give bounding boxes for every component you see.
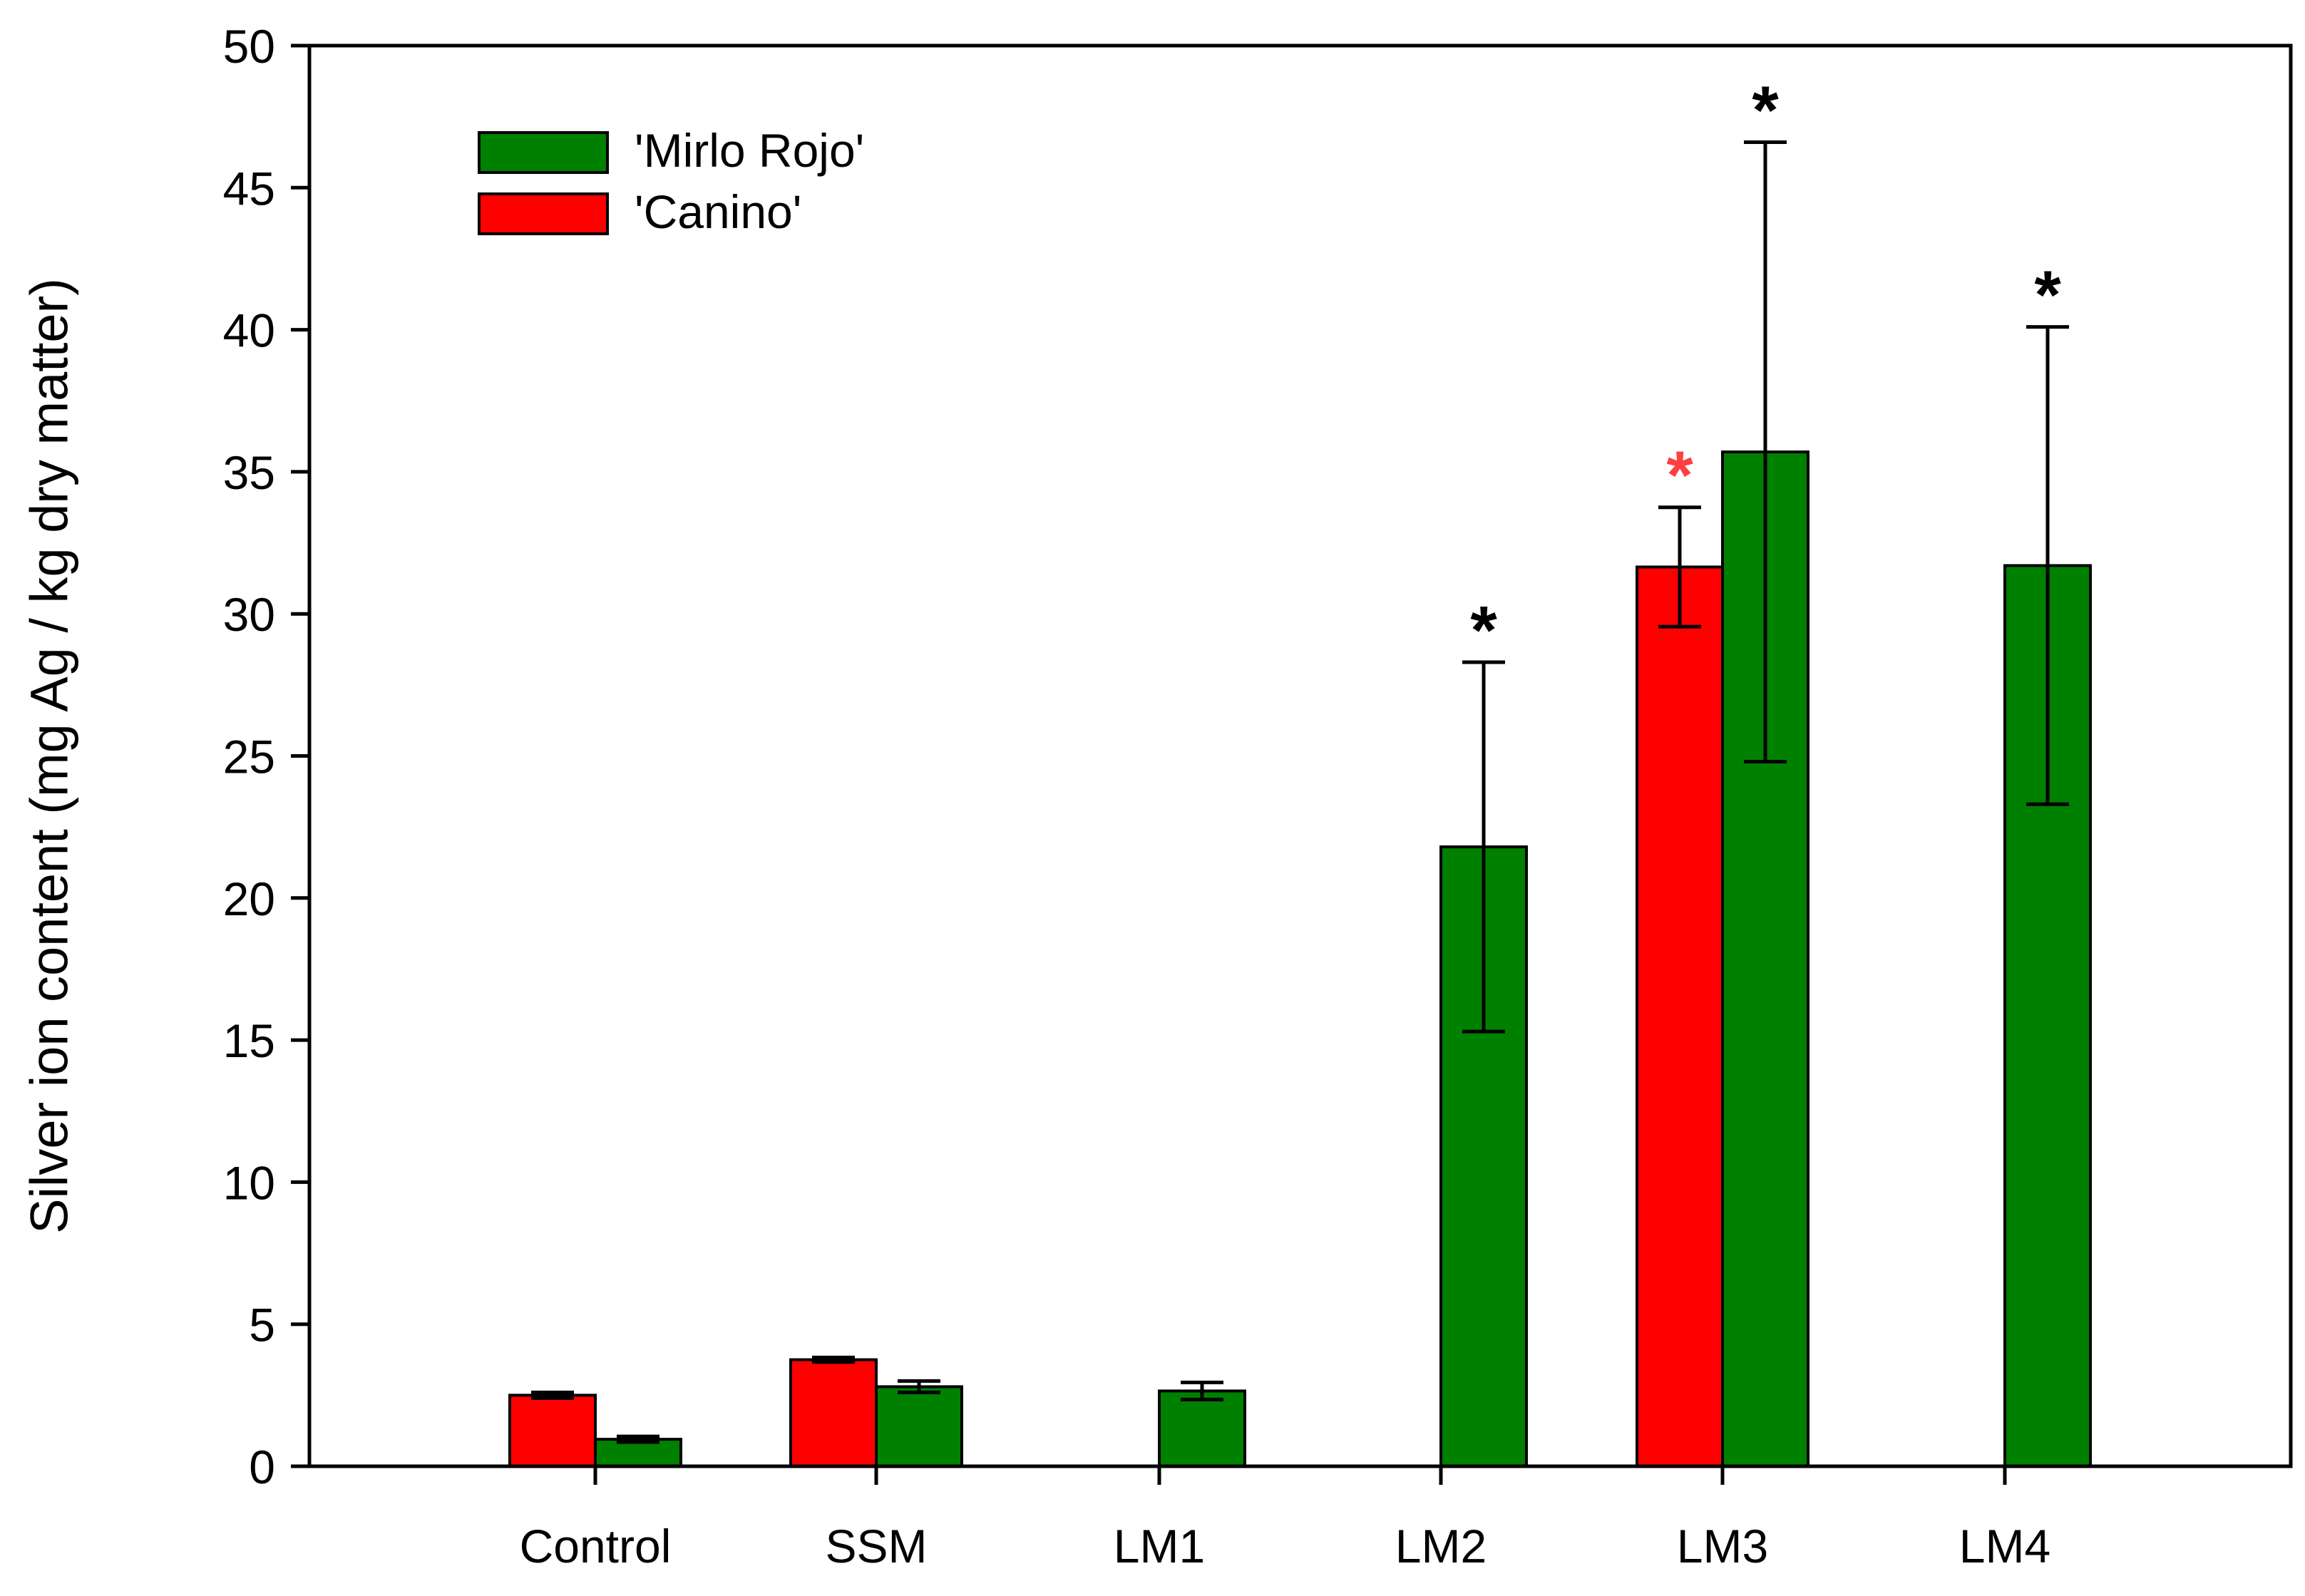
- error-bar-canino: [812, 1355, 855, 1364]
- y-tick-label: 15: [223, 1014, 275, 1067]
- bar-canino: [1636, 565, 1724, 1468]
- bar-canino: [508, 1394, 597, 1468]
- y-tick-label: 50: [223, 20, 275, 73]
- error-bar-canino: [1658, 505, 1701, 629]
- y-tick-label: 30: [223, 588, 275, 641]
- significance-marker-mirlo-rojo: *: [1752, 73, 1779, 149]
- y-tick-label: 5: [249, 1299, 275, 1352]
- legend-label: 'Canino': [635, 185, 801, 238]
- plot-area-frame: [307, 43, 2293, 1468]
- x-axis-labels: Control SSM LM1 LM2 LM3 LM4: [520, 1466, 2050, 1572]
- bar-mirlo-rojo: [1158, 1389, 1246, 1468]
- x-tick-label: LM1: [1114, 1520, 1205, 1572]
- y-tick-label: 45: [223, 162, 275, 215]
- x-tick-label: Control: [520, 1520, 672, 1572]
- legend-label: 'Mirlo Rojo': [635, 124, 864, 177]
- error-bars-layer: [531, 140, 2069, 1444]
- bars-layer: [508, 450, 2092, 1468]
- error-bar-mirlo-rojo: [1181, 1380, 1223, 1401]
- significance-marker-mirlo-rojo: *: [2034, 257, 2061, 334]
- error-bar-mirlo-rojo: [1462, 660, 1505, 1034]
- legend: 'Mirlo Rojo' 'Canino': [478, 124, 864, 238]
- error-bar-mirlo-rojo: [1744, 140, 1787, 763]
- x-tick-label: SSM: [825, 1520, 927, 1572]
- y-tick-label: 0: [249, 1441, 275, 1493]
- y-tick-label: 20: [223, 872, 275, 925]
- y-tick-label: 35: [223, 446, 275, 499]
- y-tick-label: 40: [223, 304, 275, 357]
- y-axis-title: Silver ion content (mg Ag / kg dry matte…: [20, 278, 79, 1234]
- error-bar-mirlo-rojo: [617, 1434, 659, 1444]
- x-tick-label: LM2: [1395, 1520, 1487, 1572]
- x-tick-label: LM3: [1677, 1520, 1768, 1572]
- significance-markers-layer: * * * *: [1470, 73, 2061, 669]
- significance-marker-canino: *: [1666, 438, 1693, 514]
- legend-swatch: [478, 192, 609, 235]
- error-bar-mirlo-rojo: [898, 1379, 940, 1394]
- bar-mirlo-rojo: [875, 1385, 963, 1468]
- legend-swatch: [478, 131, 609, 174]
- y-tick-label: 10: [223, 1156, 275, 1209]
- significance-marker-mirlo-rojo: *: [1470, 592, 1497, 669]
- x-tick-label: LM4: [1959, 1520, 2050, 1572]
- bar-canino: [789, 1358, 878, 1468]
- y-tick-label: 25: [223, 731, 275, 783]
- y-axis-ticks: 0 5 10 15 20 25 30 35 40 45 50: [223, 20, 309, 1493]
- error-bar-canino: [531, 1390, 574, 1400]
- error-bar-mirlo-rojo: [2026, 325, 2069, 806]
